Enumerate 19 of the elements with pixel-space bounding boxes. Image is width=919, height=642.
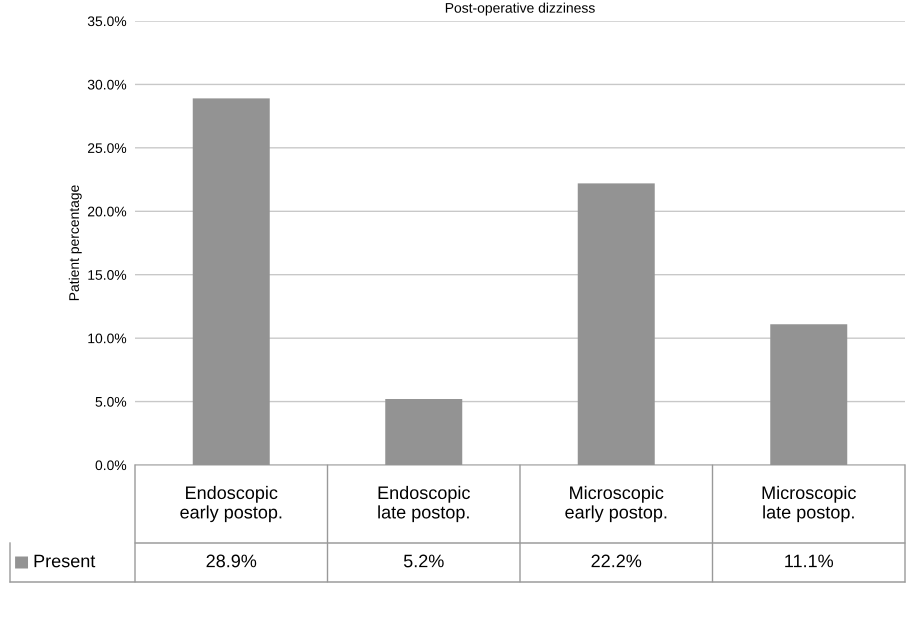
data-label: 5.2% (404, 554, 444, 568)
y-tick-label: 0.0% (96, 460, 126, 470)
x-tick-label: Endoscopic late postop. (378, 486, 470, 522)
x-tick-label: Endoscopic early postop. (180, 486, 282, 522)
y-tick-label: 15.0% (88, 270, 126, 280)
y-tick-label: 10.0% (88, 333, 126, 344)
data-label: 22.2% (592, 554, 642, 568)
data-label: 11.1% (785, 554, 834, 568)
legend-label: Present (34, 554, 96, 568)
y-axis-title: Patient percentage (68, 185, 82, 300)
chart-title: Post-operative dizziness (446, 2, 595, 16)
data-label: 28.9% (206, 554, 256, 568)
y-tick-label: 20.0% (88, 206, 126, 216)
y-tick-label: 25.0% (88, 143, 126, 154)
x-tick-label: Microscopic early postop. (565, 486, 666, 522)
y-tick-label: 30.0% (88, 80, 126, 90)
y-tick-label: 5.0% (96, 396, 126, 407)
x-tick-label: Microscopic late postop. (762, 486, 856, 522)
y-tick-label: 35.0% (88, 16, 126, 26)
